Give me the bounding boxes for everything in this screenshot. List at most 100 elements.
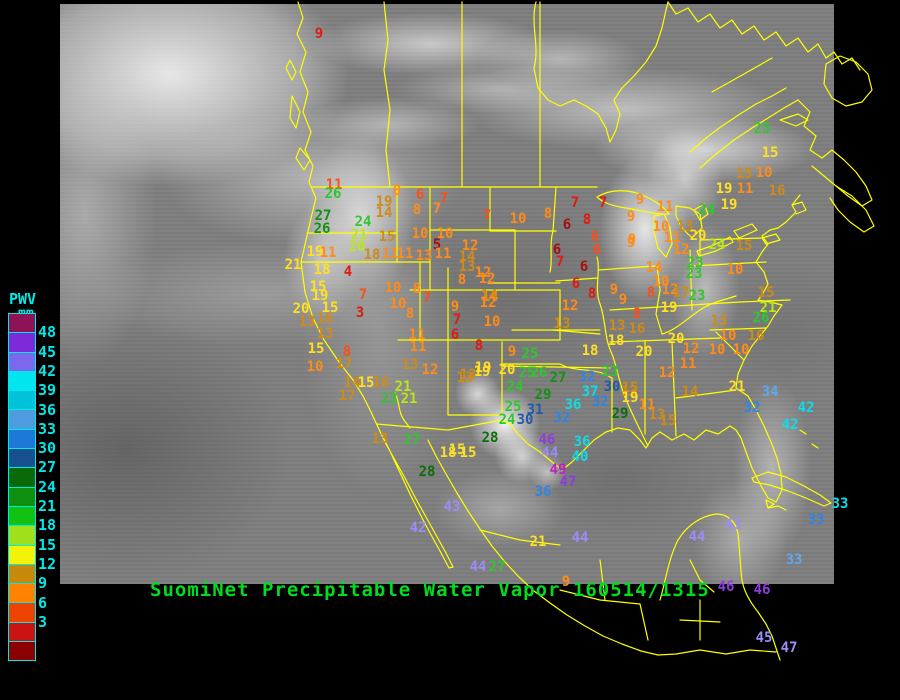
- station-value: 20: [667, 331, 685, 347]
- station-value: 11: [656, 199, 674, 215]
- station-value: 8: [632, 306, 642, 322]
- station-value: 17: [338, 388, 356, 404]
- station-value: 11: [396, 246, 414, 262]
- station-value: 33: [831, 496, 849, 512]
- station-value: 12: [461, 238, 479, 254]
- station-value: 12: [479, 295, 497, 311]
- station-value: 42: [797, 400, 815, 416]
- station-value: 8: [587, 286, 597, 302]
- station-value: 21: [728, 379, 746, 395]
- legend-color-swatch: [9, 506, 35, 527]
- legend-label: 27: [38, 458, 57, 477]
- legend-label: 36: [38, 400, 57, 419]
- station-value: 36: [573, 434, 591, 450]
- station-value: 37: [581, 384, 599, 400]
- station-value: 19: [375, 194, 393, 210]
- station-value: 16: [628, 321, 646, 337]
- station-value: 16: [372, 375, 390, 391]
- station-value: 8: [412, 281, 422, 297]
- station-value: 15: [459, 445, 477, 461]
- station-value: 7: [439, 191, 449, 207]
- station-value: 7: [422, 290, 432, 306]
- legend-label: 15: [38, 535, 57, 554]
- station-value: 18: [439, 445, 457, 461]
- station-value: 11: [325, 177, 343, 193]
- station-value: 11: [409, 339, 427, 355]
- station-value: 26: [530, 365, 548, 381]
- station-value: 19: [720, 197, 738, 213]
- station-value: 19: [473, 364, 491, 380]
- station-value: 26: [313, 221, 331, 237]
- station-value: 14: [458, 249, 476, 265]
- legend-color-swatch: [9, 545, 35, 565]
- station-value: 11: [663, 230, 681, 246]
- station-value: 32: [578, 369, 596, 385]
- station-value: 15: [321, 300, 339, 316]
- station-value: 14: [343, 375, 361, 391]
- station-value: 28: [418, 464, 436, 480]
- station-value: 6: [415, 187, 425, 203]
- station-value: 30: [603, 379, 621, 395]
- station-value: 45: [755, 630, 773, 646]
- station-value: 10: [719, 328, 737, 344]
- station-value: 24: [498, 412, 516, 428]
- legend-color-swatch: [9, 429, 35, 450]
- station-value: 20: [689, 228, 707, 244]
- station-value: 21: [400, 391, 418, 407]
- legend-label: 3: [38, 612, 48, 631]
- station-value: 10: [732, 342, 750, 358]
- station-value: 10: [652, 219, 670, 235]
- station-value: 7: [598, 195, 608, 211]
- station-value: 11: [736, 181, 754, 197]
- station-value: 46: [538, 432, 556, 448]
- station-value: 10: [384, 280, 402, 296]
- legend-label: 42: [38, 361, 57, 380]
- legend-color-swatch: [9, 314, 35, 334]
- map-title: SuomiNet Precipitable Water Vapor 160514…: [150, 579, 710, 601]
- legend-color-swatch: [9, 526, 35, 546]
- station-value: 7: [570, 195, 580, 211]
- station-value: 6: [562, 217, 572, 233]
- station-value: 15: [307, 341, 325, 357]
- station-value: 17: [672, 285, 690, 301]
- station-value: 23: [688, 288, 706, 304]
- station-value: 15: [757, 285, 775, 301]
- legend-color-swatch: [9, 584, 35, 604]
- station-value: 15: [309, 279, 327, 295]
- station-value: 11: [381, 246, 399, 262]
- station-value: 40: [571, 449, 589, 465]
- station-value: 27: [549, 370, 567, 386]
- station-value: 47: [559, 474, 577, 490]
- station-value: 18: [313, 262, 331, 278]
- station-value: 24: [354, 214, 372, 230]
- legend-color-swatch: [9, 352, 35, 372]
- station-value: 8: [646, 285, 656, 301]
- station-value: 25: [504, 399, 522, 415]
- station-value: 15: [735, 166, 753, 182]
- legend-label: 45: [38, 342, 57, 361]
- station-value: 46: [753, 582, 771, 598]
- station-value: 8: [582, 212, 592, 228]
- station-value: 13: [459, 367, 477, 383]
- station-value: 19: [715, 181, 733, 197]
- station-value: 11: [638, 397, 656, 413]
- station-value: 6: [450, 327, 460, 343]
- station-value: 26: [324, 186, 342, 202]
- station-value: 32: [591, 394, 609, 410]
- station-value: 15: [621, 380, 639, 396]
- station-value: 9: [314, 26, 324, 42]
- station-value: 27: [314, 208, 332, 224]
- legend-color-boxes: [8, 313, 36, 662]
- station-value: 32: [553, 410, 571, 426]
- station-value: 27: [403, 432, 421, 448]
- station-value: 44: [571, 530, 589, 546]
- station-value: 44: [469, 559, 487, 575]
- station-value: 32: [743, 400, 761, 416]
- station-value: 9: [507, 344, 517, 360]
- legend-label: 39: [38, 381, 57, 400]
- legend-label: 48: [38, 323, 57, 342]
- station-value: 20: [292, 301, 310, 317]
